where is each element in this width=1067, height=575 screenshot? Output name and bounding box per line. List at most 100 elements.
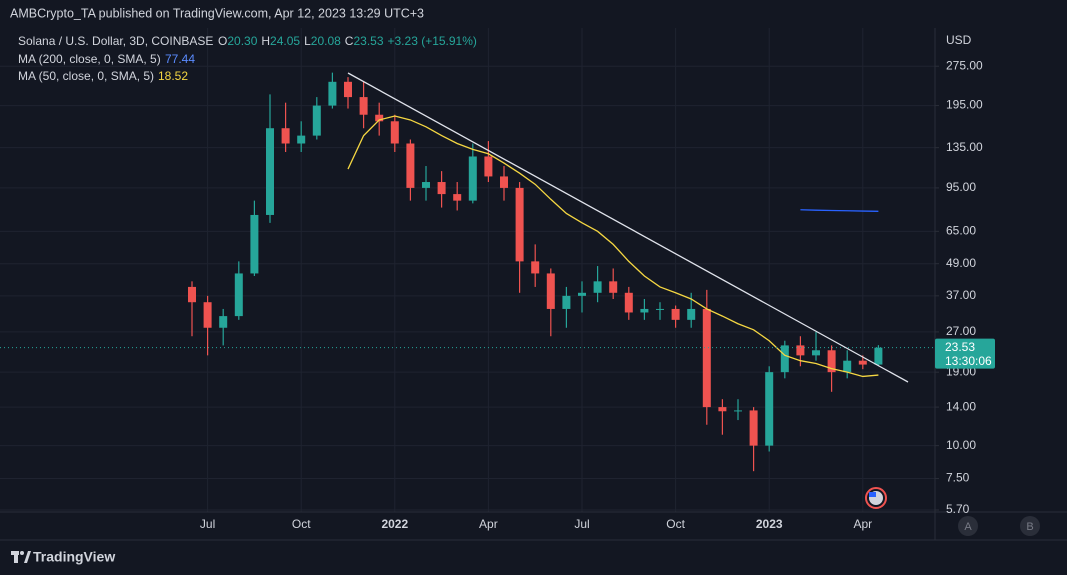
price-label-box bbox=[935, 338, 995, 369]
candle-body bbox=[640, 308, 649, 313]
candle-body bbox=[609, 281, 618, 293]
scale-button-label: A bbox=[964, 521, 972, 533]
y-tick-label: 14.00 bbox=[946, 399, 976, 413]
x-tick-label: Jul bbox=[200, 517, 215, 531]
y-tick-label: 37.00 bbox=[946, 288, 976, 302]
ohlc-item: C bbox=[345, 34, 354, 48]
scale-button[interactable] bbox=[1020, 516, 1040, 536]
candle-body bbox=[219, 316, 228, 328]
scale-button[interactable] bbox=[958, 516, 978, 536]
y-tick-label: 135.00 bbox=[946, 140, 983, 154]
currency: USD bbox=[946, 33, 972, 47]
y-tick-label: 49.00 bbox=[946, 256, 976, 270]
ohlc-item: 20.30 bbox=[227, 34, 257, 48]
candle-body bbox=[234, 273, 243, 317]
y-tick-label: 275.00 bbox=[946, 58, 983, 72]
x-tick-label: Apr bbox=[479, 517, 498, 531]
ohlc-item: L bbox=[304, 34, 311, 48]
x-tick-label: Oct bbox=[666, 517, 685, 531]
ohlc-item: 24.05 bbox=[270, 34, 300, 48]
candle-body bbox=[484, 156, 493, 177]
y-tick-label: 10.00 bbox=[946, 438, 976, 452]
logo-mark bbox=[14, 555, 18, 563]
x-tick-label: Jul bbox=[574, 517, 589, 531]
y-tick-label: 65.00 bbox=[946, 224, 976, 238]
flag-canton bbox=[869, 492, 876, 497]
candle-body bbox=[687, 308, 696, 320]
candle-body bbox=[671, 308, 680, 320]
candle-body bbox=[593, 281, 602, 293]
candle-body bbox=[765, 372, 774, 446]
y-tick-label: 195.00 bbox=[946, 98, 983, 112]
ohlc-item: 20.08 bbox=[311, 34, 341, 48]
candle-body bbox=[312, 105, 321, 136]
plot bbox=[0, 72, 935, 472]
candle-body bbox=[437, 182, 446, 195]
y-tick-label: 5.70 bbox=[946, 502, 970, 516]
candle-body bbox=[812, 350, 820, 356]
candle-body bbox=[266, 128, 274, 215]
candle-body bbox=[281, 128, 290, 144]
candle-body bbox=[718, 407, 727, 412]
candle-body bbox=[188, 286, 196, 303]
candle-body bbox=[734, 410, 742, 412]
logo-mark bbox=[20, 551, 24, 555]
candle-body bbox=[515, 187, 524, 262]
flag-icon bbox=[865, 487, 887, 509]
footer-brand: TradingView bbox=[33, 549, 115, 565]
ma-value: 18.52 bbox=[158, 69, 188, 83]
candle-body bbox=[780, 345, 789, 373]
ohlc-legend: O 20.30 H 24.05 L 20.08 C 23.53 +3.23 (+15.91%) bbox=[218, 34, 477, 48]
candle-body bbox=[858, 360, 867, 365]
candle-body bbox=[359, 97, 368, 115]
candle-body bbox=[656, 308, 664, 310]
symbol: Solana / U.S. Dollar, 3D, COINBASE bbox=[18, 34, 213, 48]
candle-body bbox=[578, 292, 586, 296]
grid bbox=[0, 28, 935, 512]
candle-body bbox=[375, 114, 384, 122]
ma-value: 77.44 bbox=[165, 52, 195, 66]
x-tick-label: Oct bbox=[292, 517, 311, 531]
ma-legend: MA (200, close, 0, SMA, 5) bbox=[18, 52, 161, 66]
candle-body bbox=[406, 143, 415, 188]
candle-body bbox=[562, 295, 571, 309]
candle-body bbox=[390, 121, 399, 144]
x-tick-label: 2022 bbox=[381, 517, 408, 531]
candle-body bbox=[546, 273, 555, 309]
candle-body bbox=[843, 360, 852, 373]
logo-mark bbox=[24, 551, 31, 563]
candle-body bbox=[796, 345, 805, 356]
ma-legend: MA (50, close, 0, SMA, 5) bbox=[18, 69, 154, 83]
y-tick-label: 27.00 bbox=[946, 324, 976, 338]
candle-body bbox=[344, 81, 352, 98]
candle-body bbox=[297, 135, 306, 144]
ma-line bbox=[800, 209, 879, 212]
candle-body bbox=[500, 176, 508, 188]
ohlc-item: H bbox=[261, 34, 270, 48]
candle-body bbox=[749, 410, 758, 446]
trend-line bbox=[347, 72, 909, 383]
candle-body bbox=[453, 194, 462, 201]
publish-header: AMBCrypto_TA published on TradingView.co… bbox=[10, 6, 424, 20]
x-tick-label: Apr bbox=[853, 517, 872, 531]
candle-body bbox=[203, 302, 212, 328]
candle-body bbox=[422, 182, 430, 188]
candle-body bbox=[250, 214, 259, 274]
candle-body bbox=[328, 81, 337, 106]
candle-body bbox=[531, 261, 540, 274]
x-tick-label: 2023 bbox=[756, 517, 783, 531]
countdown-label: 13:30:06 bbox=[945, 354, 992, 368]
price-label: 23.53 bbox=[945, 340, 975, 354]
logo-mark bbox=[11, 551, 19, 555]
ohlc-item: +3.23 (+15.91%) bbox=[388, 34, 477, 48]
scale-button-label: B bbox=[1026, 521, 1033, 533]
candle-body bbox=[624, 292, 633, 313]
ohlc-item: O bbox=[218, 34, 227, 48]
candle-body bbox=[468, 156, 477, 201]
candle-body bbox=[702, 308, 711, 408]
candle-body bbox=[827, 350, 836, 373]
candle-body bbox=[874, 347, 883, 365]
